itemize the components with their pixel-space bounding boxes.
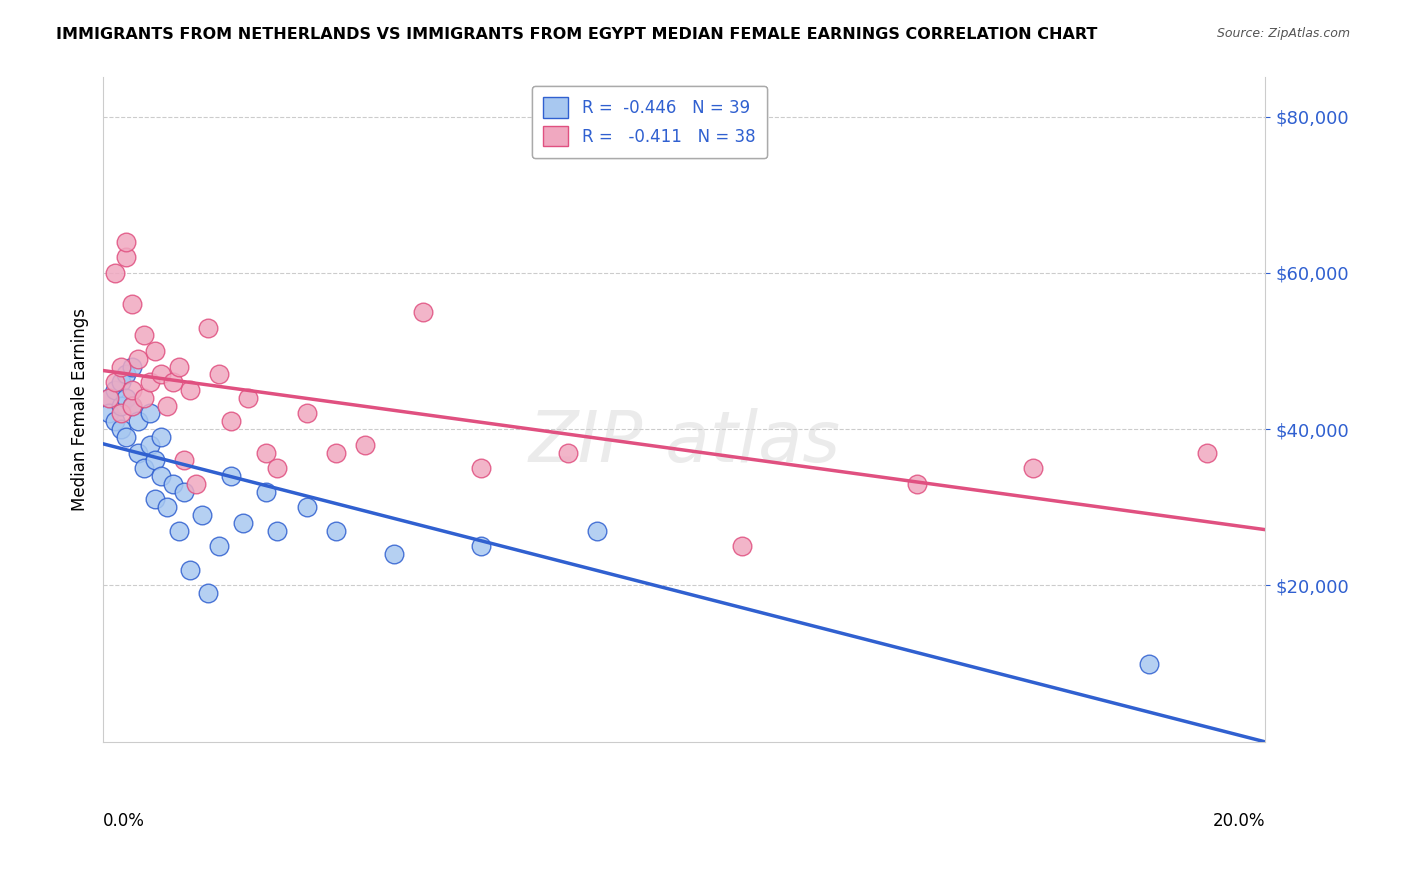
Point — [353, 438, 375, 452]
Point — [162, 476, 184, 491]
Point — [115, 235, 138, 249]
Point — [382, 547, 405, 561]
Point — [184, 476, 207, 491]
Point — [121, 399, 143, 413]
Point — [167, 359, 190, 374]
Point — [97, 391, 120, 405]
Point — [104, 266, 127, 280]
Point — [150, 469, 173, 483]
Point — [97, 407, 120, 421]
Point — [197, 320, 219, 334]
Point — [110, 422, 132, 436]
Point — [145, 453, 167, 467]
Point — [110, 375, 132, 389]
Point — [254, 484, 277, 499]
Point — [104, 414, 127, 428]
Point — [127, 414, 149, 428]
Point — [731, 539, 754, 553]
Point — [162, 375, 184, 389]
Point — [167, 524, 190, 538]
Point — [121, 383, 143, 397]
Point — [132, 461, 155, 475]
Point — [150, 430, 173, 444]
Point — [208, 368, 231, 382]
Text: Source: ZipAtlas.com: Source: ZipAtlas.com — [1216, 27, 1350, 40]
Point — [127, 351, 149, 366]
Point — [219, 414, 242, 428]
Point — [127, 445, 149, 459]
Point — [156, 399, 179, 413]
Text: 20.0%: 20.0% — [1213, 812, 1265, 830]
Point — [266, 524, 288, 538]
Point — [412, 305, 434, 319]
Point — [586, 524, 609, 538]
Point — [470, 461, 492, 475]
Point — [121, 359, 143, 374]
Text: IMMIGRANTS FROM NETHERLANDS VS IMMIGRANTS FROM EGYPT MEDIAN FEMALE EARNINGS CORR: IMMIGRANTS FROM NETHERLANDS VS IMMIGRANT… — [56, 27, 1098, 42]
Point — [173, 453, 195, 467]
Point — [121, 399, 143, 413]
Point — [1137, 657, 1160, 671]
Point — [132, 328, 155, 343]
Point — [232, 516, 254, 530]
Point — [115, 430, 138, 444]
Point — [104, 383, 127, 397]
Text: 0.0%: 0.0% — [103, 812, 145, 830]
Point — [470, 539, 492, 553]
Point — [266, 461, 288, 475]
Point — [110, 359, 132, 374]
Point — [145, 492, 167, 507]
Point — [173, 484, 195, 499]
Point — [325, 524, 347, 538]
Point — [905, 476, 928, 491]
Point — [115, 391, 138, 405]
Point — [325, 445, 347, 459]
Point — [121, 297, 143, 311]
Point — [110, 407, 132, 421]
Point — [219, 469, 242, 483]
Point — [156, 500, 179, 515]
Point — [150, 368, 173, 382]
Point — [138, 438, 160, 452]
Point — [132, 391, 155, 405]
Point — [179, 383, 201, 397]
Point — [295, 500, 318, 515]
Point — [110, 399, 132, 413]
Point — [115, 250, 138, 264]
Point — [104, 375, 127, 389]
Point — [138, 407, 160, 421]
Y-axis label: Median Female Earnings: Median Female Earnings — [72, 308, 89, 511]
Point — [295, 407, 318, 421]
Point — [179, 563, 201, 577]
Point — [557, 445, 579, 459]
Point — [208, 539, 231, 553]
Point — [254, 445, 277, 459]
Point — [1197, 445, 1219, 459]
Legend: R =  -0.446   N = 39, R =   -0.411   N = 38: R = -0.446 N = 39, R = -0.411 N = 38 — [531, 86, 768, 158]
Point — [138, 375, 160, 389]
Point — [145, 343, 167, 358]
Text: ZIP atlas: ZIP atlas — [529, 409, 841, 477]
Point — [115, 368, 138, 382]
Point — [238, 391, 260, 405]
Point — [1022, 461, 1045, 475]
Point — [191, 508, 214, 522]
Point — [97, 391, 120, 405]
Point — [197, 586, 219, 600]
